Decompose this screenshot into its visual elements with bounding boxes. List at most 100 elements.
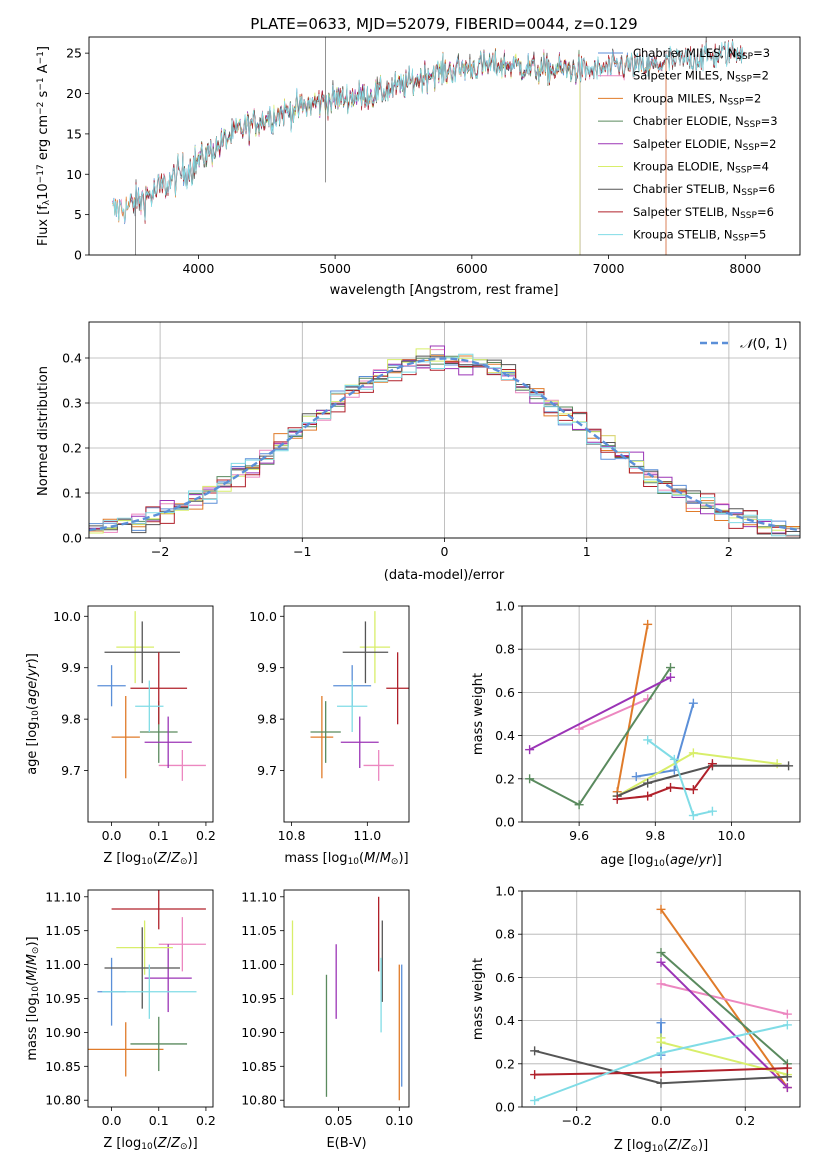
- legend-label: Chabrier ELODIE, NSSP=3: [633, 114, 778, 130]
- label-part: )]: [712, 853, 722, 868]
- legend-label: Kroupa STELIB, NSSP=5: [633, 228, 766, 244]
- label-part: /: [375, 851, 380, 866]
- label-part: age: [25, 681, 40, 705]
- label-part: yr: [25, 662, 40, 678]
- label-part: =2: [752, 69, 769, 83]
- plot-area: [291, 896, 403, 1101]
- label-part: SSP: [728, 98, 745, 108]
- label-part: /: [677, 1138, 682, 1153]
- y-tick-label: 10.85: [241, 1059, 277, 1074]
- label-part: (: [665, 853, 670, 868]
- y-tick-label: 10.95: [241, 991, 277, 1006]
- x-tick-label: −0.2: [562, 1113, 592, 1128]
- x-tick-label: 0.0: [102, 828, 122, 843]
- axes-frame: [87, 889, 214, 1108]
- y-tick-label: 10.80: [241, 1093, 277, 1108]
- axes-frame: [283, 605, 410, 823]
- x-axis-label: age [log10(age/yr)]: [600, 853, 722, 869]
- label-part: Salpeter ELODIE, N: [633, 137, 743, 151]
- label-part: /: [694, 853, 699, 868]
- y-tick-label: 9.9: [61, 660, 81, 675]
- label-part: /: [167, 1136, 172, 1151]
- label-part: Chabrier ELODIE, N: [633, 114, 744, 128]
- label-part: yr: [698, 853, 714, 868]
- axes-frame: [88, 321, 801, 539]
- label-part: SSP: [736, 52, 753, 62]
- spectrum-line: [189, 51, 581, 255]
- x-tick-label: 6000: [456, 261, 488, 276]
- label-part: =3: [761, 114, 778, 128]
- x-tick-label: 10.8: [278, 828, 306, 843]
- label-part: Z: [667, 1138, 678, 1153]
- axes-residuals: −2 −1 0 1 2 0.0 0.1 0.2 0.3 0.4 𝒩(0, 1) (data-model…: [36, 321, 801, 583]
- x-tick-label: 0.0: [102, 1113, 122, 1128]
- figure-title: PLATE=0633, MJD=52079, FIBERID=0044, z=0…: [250, 15, 637, 33]
- axes-weight-age: 9.6 9.8 10.0 0.0 0.2 0.4 0.6 0.8 1.0 age [log10(a…: [471, 599, 801, 869]
- label-part: 10: [31, 710, 41, 722]
- x-axis-label: mass [log10(M/M⊙)]: [284, 851, 408, 867]
- label-part: Chabrier STELIB, N: [633, 182, 741, 196]
- axes-age-z: 0.0 0.1 0.29.79.89.910.0Z [log10(Z/Z⊙)]age…: [25, 605, 216, 867]
- label-part: age: [670, 853, 694, 868]
- label-part: Z: [170, 851, 181, 866]
- label-part: Salpeter MILES, N: [633, 69, 735, 83]
- x-tick-label: 0.05: [325, 1113, 353, 1128]
- y-tick-label: 0.3: [62, 396, 82, 411]
- label-part: 10: [141, 857, 153, 867]
- axes-frame: [521, 890, 801, 1108]
- x-axis-label: Z [log10(Z/Z⊙)]: [103, 851, 197, 867]
- axes-spectrum: 4000 5000 6000 7000 8000 0 5 10 15 20 25 Chabrier M…: [36, 36, 801, 298]
- label-part: Flux [f: [36, 205, 51, 246]
- label-part: /: [25, 965, 40, 970]
- y-tick-label: 0.0: [495, 815, 515, 830]
- label-part: 10: [652, 1144, 664, 1154]
- label-part: (: [663, 1138, 668, 1153]
- y-tick-label: 9.9: [257, 660, 277, 675]
- label-part: (: [25, 705, 40, 710]
- label-part: M: [25, 970, 40, 981]
- y-tick-label: 1.0: [495, 884, 515, 899]
- weight-line: [616, 624, 649, 792]
- x-tick-label: 0.2: [735, 1113, 755, 1128]
- label-part: −1: [36, 77, 46, 90]
- plot-area: [88, 890, 206, 1077]
- label-part: Kroupa ELODIE, N: [633, 160, 735, 174]
- legend-label: Salpeter MILES, NSSP=2: [633, 69, 769, 85]
- spectrum-line: [189, 50, 581, 255]
- label-part: SSP: [744, 120, 761, 130]
- label-part: (0, 1): [752, 337, 787, 352]
- label-part: SSP: [743, 143, 760, 153]
- label-part: erg cm: [36, 115, 51, 164]
- x-tick-label: 0.2: [196, 828, 216, 843]
- axes-mass-z: 0.0 0.1 0.2 10.80 10.85 10.90 10.95 11.00 11.05 1…: [25, 889, 216, 1152]
- label-part: ⊙: [180, 857, 188, 867]
- y-tick-label: 10.85: [45, 1059, 81, 1074]
- x-tick-label: 9.8: [645, 828, 665, 843]
- label-part: age [log: [600, 853, 653, 868]
- x-axis-label: E(B-V): [326, 1136, 366, 1151]
- y-axis-label: Normed distribution: [36, 366, 51, 496]
- y-tick-label: 0.4: [495, 1013, 515, 1028]
- label-part: )]: [188, 1136, 198, 1151]
- weight-line: [529, 676, 671, 751]
- x-tick-label: 0.10: [385, 1113, 413, 1128]
- spectrum-line: [189, 49, 581, 255]
- y-tick-label: 11.10: [241, 889, 277, 904]
- y-tick-label: 1.0: [495, 599, 515, 614]
- y-tick-label: 0.0: [62, 531, 82, 546]
- y-tick-label: 15: [66, 126, 82, 141]
- label-part: SSP: [733, 234, 750, 244]
- label-part: ⊙: [31, 947, 41, 955]
- legend-label: Salpeter STELIB, NSSP=6: [633, 205, 774, 221]
- y-tick-label: 10.90: [45, 1025, 81, 1040]
- x-tick-label: 9.6: [569, 828, 589, 843]
- y-tick-label: 5: [74, 207, 82, 222]
- y-tick-label: 11.05: [241, 923, 277, 938]
- y-axis-label: mass weight: [471, 673, 486, 755]
- y-tick-label: 11.00: [45, 957, 81, 972]
- y-tick-label: 9.8: [257, 712, 277, 727]
- y-tick-label: 25: [66, 46, 82, 61]
- y-tick-label: 11.00: [241, 957, 277, 972]
- x-tick-label: 7000: [593, 261, 625, 276]
